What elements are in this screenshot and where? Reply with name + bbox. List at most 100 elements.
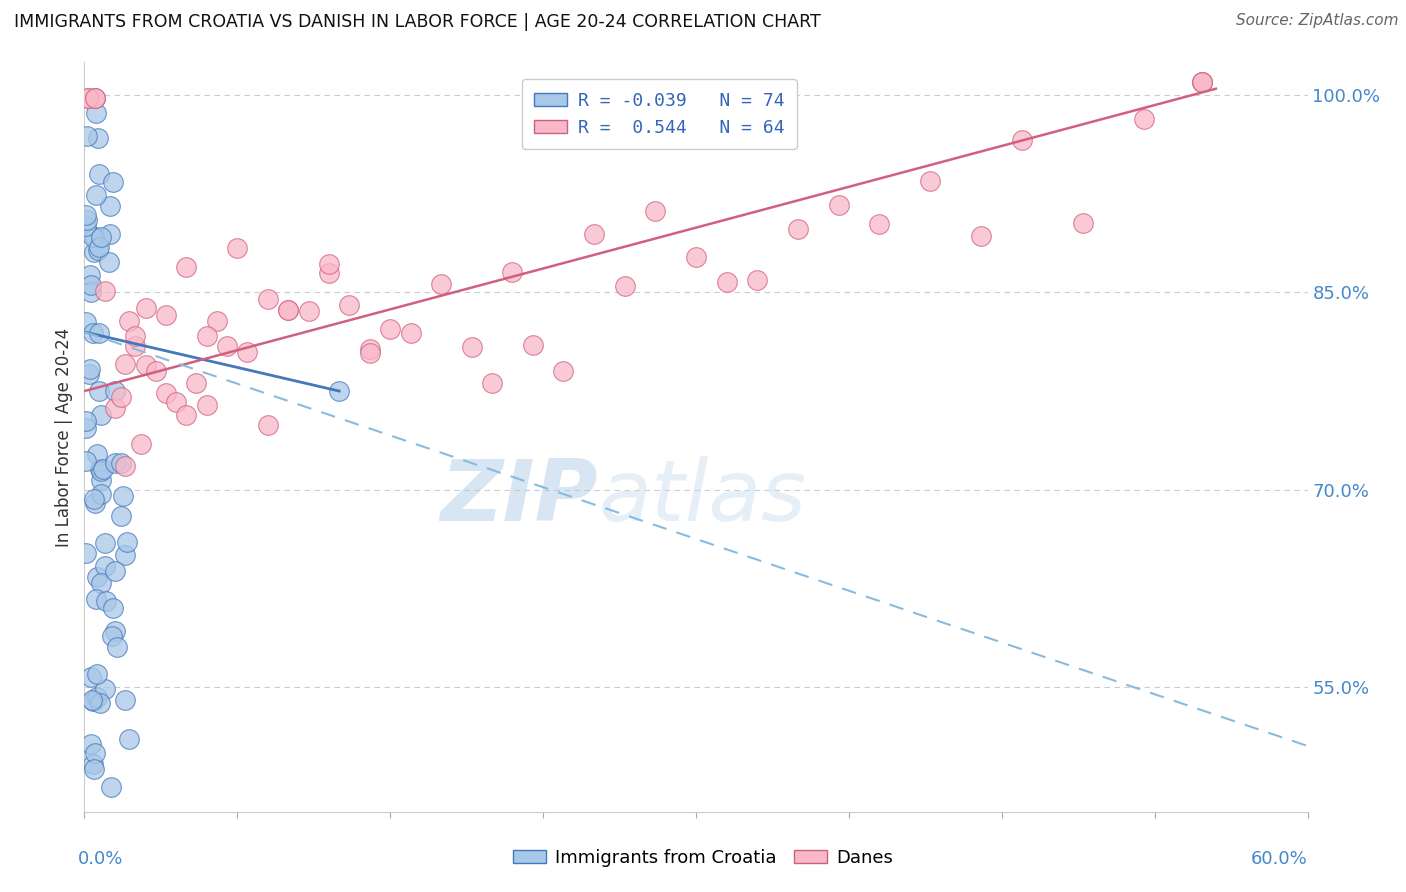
Point [339, 298, 361, 312]
Point [75, 315, 97, 329]
Point [75, 546, 97, 560]
Point [83, 245, 105, 260]
Point [104, 564, 127, 578]
Point [1191, 75, 1213, 89]
Point [1073, 216, 1095, 230]
Point [277, 303, 299, 318]
Point [82, 692, 104, 706]
Point [87, 326, 110, 340]
Point [145, 364, 167, 378]
Point [86, 690, 108, 704]
Point [86, 666, 108, 681]
Text: IMMIGRANTS FROM CROATIA VS DANISH IN LABOR FORCE | AGE 20-24 CORRELATION CHART: IMMIGRANTS FROM CROATIA VS DANISH IN LAB… [14, 13, 821, 31]
Point [298, 304, 321, 318]
Text: Source: ZipAtlas.com: Source: ZipAtlas.com [1236, 13, 1399, 29]
Point [114, 357, 136, 371]
Point [90, 464, 112, 478]
Point [155, 386, 177, 401]
Point [131, 437, 153, 451]
Point [87, 130, 110, 145]
Point [277, 302, 299, 317]
Point [1191, 75, 1213, 89]
Point [90, 473, 112, 487]
Point [97, 255, 120, 269]
Point [76, 128, 98, 143]
Point [195, 328, 218, 343]
Point [84, 188, 107, 202]
Point [165, 395, 187, 409]
Point [828, 198, 851, 212]
Point [104, 401, 127, 416]
Point [217, 339, 239, 353]
Point [380, 322, 402, 336]
Point [84, 747, 107, 761]
Point [90, 575, 112, 590]
Point [75, 453, 97, 467]
Point [89, 696, 111, 710]
Point [186, 376, 208, 390]
Point [920, 174, 942, 188]
Text: 60.0%: 60.0% [1251, 850, 1308, 868]
Point [100, 199, 122, 213]
Legend: Immigrants from Croatia, Danes: Immigrants from Croatia, Danes [506, 842, 900, 874]
Point [359, 346, 381, 360]
Point [94, 682, 117, 697]
Point [115, 535, 138, 549]
Point [104, 624, 127, 639]
Y-axis label: In Labor Force | Age 20-24: In Labor Force | Age 20-24 [55, 327, 73, 547]
Point [76, 212, 98, 227]
Point [75, 414, 97, 428]
Point [114, 459, 136, 474]
Point [135, 358, 157, 372]
Point [79, 737, 101, 751]
Point [84, 496, 107, 510]
Point [101, 175, 124, 189]
Point [87, 240, 110, 254]
Point [93, 284, 115, 298]
Point [226, 241, 249, 255]
Point [82, 693, 104, 707]
Point [236, 344, 259, 359]
Text: ZIP: ZIP [440, 456, 598, 539]
Point [174, 408, 197, 422]
Point [970, 229, 993, 244]
Point [75, 421, 97, 435]
Point [87, 384, 110, 399]
Point [1133, 112, 1156, 126]
Point [90, 408, 112, 422]
Point [430, 277, 453, 292]
Point [75, 208, 97, 222]
Point [80, 277, 103, 292]
Point [79, 361, 101, 376]
Point [77, 367, 100, 381]
Point [110, 456, 132, 470]
Point [100, 780, 122, 794]
Point [98, 227, 121, 242]
Point [93, 462, 115, 476]
Point [94, 559, 117, 574]
Point [502, 265, 524, 279]
Point [461, 340, 484, 354]
Point [83, 91, 105, 105]
Point [86, 446, 108, 460]
Point [644, 204, 666, 219]
Point [583, 227, 606, 242]
Point [257, 417, 280, 432]
Text: atlas: atlas [598, 456, 806, 539]
Point [80, 285, 103, 300]
Point [328, 384, 350, 398]
Point [114, 693, 136, 707]
Point [869, 217, 891, 231]
Point [86, 570, 108, 584]
Point [86, 243, 108, 257]
Point [124, 339, 146, 353]
Point [94, 536, 117, 550]
Point [83, 91, 105, 105]
Point [1191, 75, 1213, 89]
Text: 0.0%: 0.0% [79, 850, 124, 868]
Point [174, 260, 197, 275]
Point [1011, 133, 1033, 147]
Point [522, 338, 544, 352]
Point [787, 222, 810, 236]
Point [83, 230, 105, 244]
